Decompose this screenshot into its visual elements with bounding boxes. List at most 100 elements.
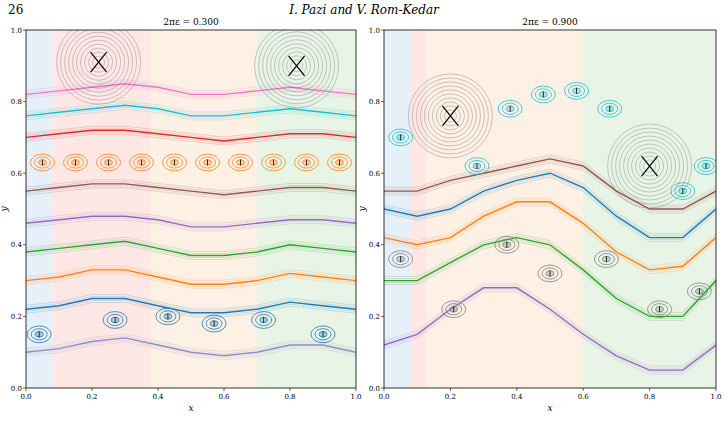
island-ring: [311, 326, 335, 343]
island-ring: [691, 286, 707, 297]
x-tick-label: 0.6: [578, 393, 590, 401]
island-core: [510, 106, 511, 112]
orbit-ring: [412, 78, 488, 154]
orbit-echo: [26, 103, 356, 114]
y-tick: [381, 30, 384, 31]
island-island: [687, 283, 711, 300]
island-island: [598, 100, 622, 117]
panel: 0.00.20.40.60.81.00.00.20.40.60.81.02πε …: [357, 17, 722, 413]
orbit-echo: [384, 240, 716, 319]
orbit-echo: [26, 188, 356, 199]
orbit-ring: [636, 152, 664, 180]
island-core: [339, 159, 340, 165]
orbit-echo: [384, 163, 716, 213]
island-ring: [97, 154, 121, 171]
orbit-ring: [73, 36, 125, 88]
island-ring: [469, 160, 485, 171]
island-ring: [695, 289, 703, 295]
orbit-curve: [26, 270, 356, 284]
orbit-ring: [612, 128, 688, 204]
orbit-ring: [436, 102, 464, 130]
island-core: [323, 331, 324, 337]
island-ring: [498, 100, 522, 117]
island-center: [57, 30, 141, 104]
island-ring: [299, 157, 315, 168]
island-ring: [702, 163, 710, 169]
x-tick-label: 0.8: [284, 393, 295, 401]
island-ring: [64, 154, 88, 171]
island-ring: [495, 236, 519, 253]
island-ring: [200, 157, 216, 168]
island-ring: [171, 160, 179, 166]
orbit-echo: [26, 303, 356, 317]
x-tick: [384, 388, 385, 391]
x-tick: [158, 388, 159, 391]
island-ring: [252, 312, 276, 329]
y-tick-label: 0.0: [11, 385, 22, 393]
island-center: [608, 124, 692, 208]
island-island: [648, 301, 672, 318]
y-tick-label: 0.6: [11, 170, 23, 178]
island-core: [606, 256, 607, 262]
orbit-ring: [428, 94, 472, 138]
island-ring: [531, 86, 555, 103]
island-ring: [164, 314, 172, 320]
orbit-curve: [384, 288, 716, 370]
island-core: [108, 159, 109, 165]
island-ring: [656, 306, 664, 312]
orbit-ring: [287, 56, 307, 76]
island-core: [75, 159, 76, 165]
orbit-curve: [384, 159, 716, 209]
island-ring: [503, 242, 511, 248]
island-ring: [473, 163, 481, 169]
island-island: [130, 154, 154, 171]
x-axis-title: x: [547, 403, 552, 413]
island-ring: [598, 254, 614, 265]
island-ring: [105, 160, 113, 166]
island-island: [311, 326, 335, 343]
y-axis-title: y: [0, 206, 9, 213]
island-island: [295, 154, 319, 171]
island-island: [442, 301, 466, 318]
island-ring: [31, 329, 47, 340]
island-ring: [606, 106, 614, 112]
island-core: [609, 106, 610, 112]
island-island: [328, 154, 352, 171]
island-island: [498, 100, 522, 117]
x-tick-label: 0.0: [20, 393, 31, 401]
island-ring: [389, 251, 413, 268]
frame: [26, 30, 356, 388]
y-tick: [23, 244, 26, 245]
island-ring: [68, 157, 84, 168]
island-island: [671, 183, 695, 200]
orbit-curve: [26, 338, 356, 356]
region: [151, 30, 257, 388]
orbit-echo: [384, 292, 716, 374]
y-tick: [23, 101, 26, 102]
orbit-ring: [416, 82, 484, 150]
island-ring: [569, 85, 585, 96]
orbit-echo: [384, 284, 716, 366]
x-tick-label: 0.8: [644, 393, 655, 401]
island-ring: [260, 317, 268, 323]
x-tick: [583, 388, 584, 391]
island-island: [538, 265, 562, 282]
orbit-ring: [275, 44, 319, 88]
island-ring: [442, 301, 466, 318]
orbit-ring: [632, 148, 668, 184]
island-ring: [535, 89, 551, 100]
x-tick: [92, 388, 93, 391]
island-core: [506, 242, 507, 248]
island-ring: [538, 265, 562, 282]
y-tick: [381, 244, 384, 245]
x-tick-label: 0.0: [378, 393, 389, 401]
island-island: [531, 86, 555, 103]
orbit-ring: [57, 30, 141, 104]
island-ring: [35, 332, 43, 338]
island-core: [240, 159, 241, 165]
frame: [384, 30, 716, 388]
island-ring: [573, 88, 581, 94]
orbit-ring: [259, 30, 335, 104]
island-island: [694, 158, 716, 175]
y-tick-label: 0.6: [369, 170, 381, 178]
